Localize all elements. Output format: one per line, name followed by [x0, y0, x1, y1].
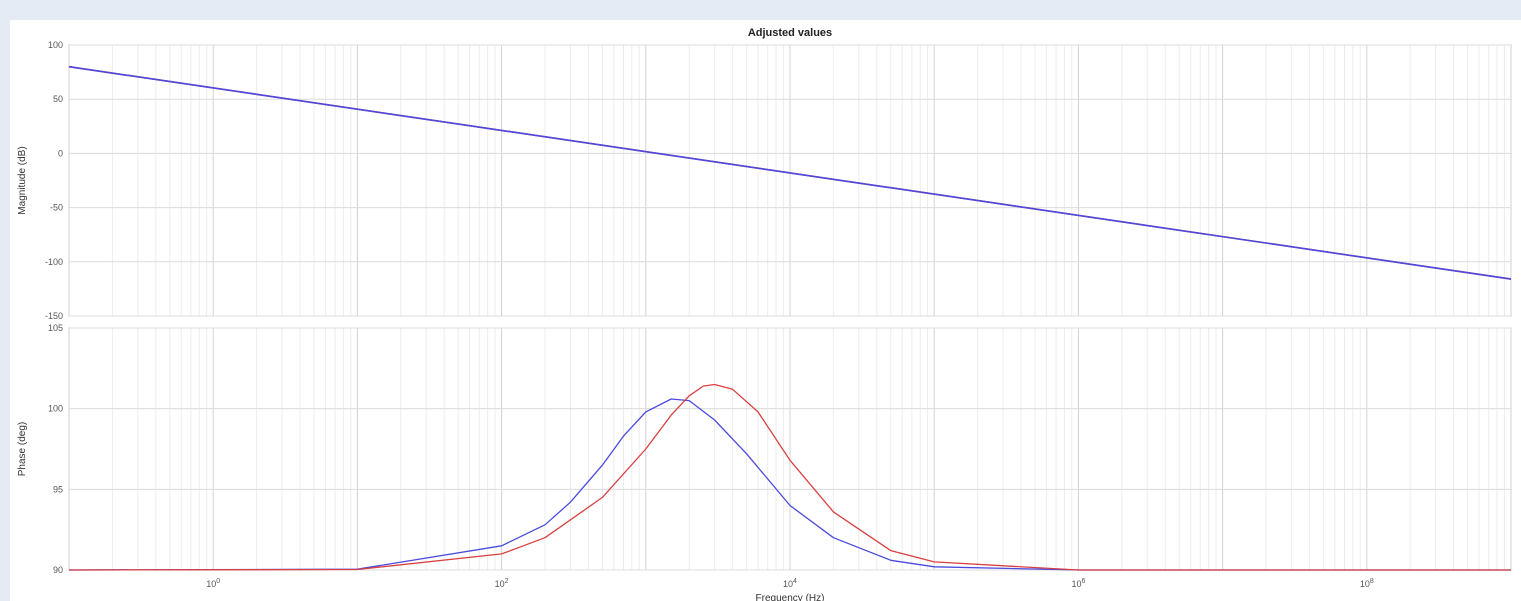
x-tick-label: 106 — [1071, 578, 1085, 589]
bode-plot-svg: Adjusted values 100 50 0 -50 -100 -150 Magnitu… — [17, 27, 1512, 601]
x-axis-label: Frequency (Hz) — [756, 593, 825, 601]
x-tick-label: 104 — [783, 578, 797, 589]
y-tick-label: 95 — [53, 484, 63, 494]
magnitude-panel: 100 50 0 -50 -100 -150 Magnitude (dB) — [17, 40, 1512, 321]
y-axis-label: Magnitude (dB) — [17, 146, 28, 214]
y-tick-label: 50 — [53, 94, 63, 104]
chart-title: Adjusted values — [748, 27, 832, 39]
x-tick-label: 108 — [1360, 578, 1374, 589]
phase-series-line — [68, 383, 1511, 571]
y-tick-label: 100 — [48, 404, 63, 414]
bode-plot-figure: Adjusted values 100 50 0 -50 -100 -150 Magnitu… — [10, 20, 1521, 601]
magnitude-series-line — [68, 65, 1512, 280]
y-tick-label: -150 — [45, 311, 63, 321]
x-tick-label: 100 — [206, 578, 220, 589]
y-tick-label: -50 — [50, 203, 63, 213]
y-tick-label: 90 — [53, 565, 63, 575]
x-tick-label: 102 — [495, 578, 509, 589]
y-axis-label: Phase (deg) — [17, 422, 28, 476]
phase-series-line — [68, 398, 1511, 571]
phase-panel: 105 100 95 90 Phase (deg) — [17, 323, 1512, 575]
y-tick-label: 0 — [58, 148, 63, 158]
y-tick-label: -100 — [45, 257, 63, 267]
y-tick-label: 105 — [48, 323, 63, 333]
y-tick-label: 100 — [48, 40, 63, 50]
